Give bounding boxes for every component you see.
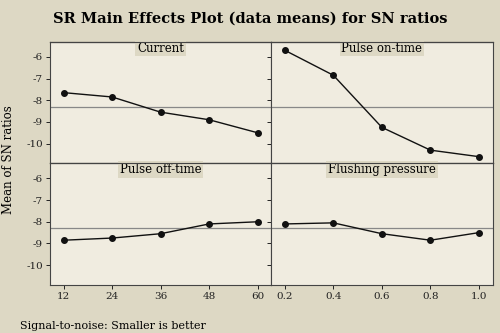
Text: Current: Current	[137, 42, 184, 55]
Text: Signal-to-noise: Smaller is better: Signal-to-noise: Smaller is better	[20, 321, 206, 331]
Text: Pulse on-time: Pulse on-time	[342, 42, 422, 55]
Text: Pulse off-time: Pulse off-time	[120, 163, 202, 176]
Text: SR Main Effects Plot (data means) for SN ratios: SR Main Effects Plot (data means) for SN…	[53, 12, 448, 26]
Text: Mean of SN ratios: Mean of SN ratios	[2, 106, 16, 214]
Text: Flushing pressure: Flushing pressure	[328, 163, 436, 176]
